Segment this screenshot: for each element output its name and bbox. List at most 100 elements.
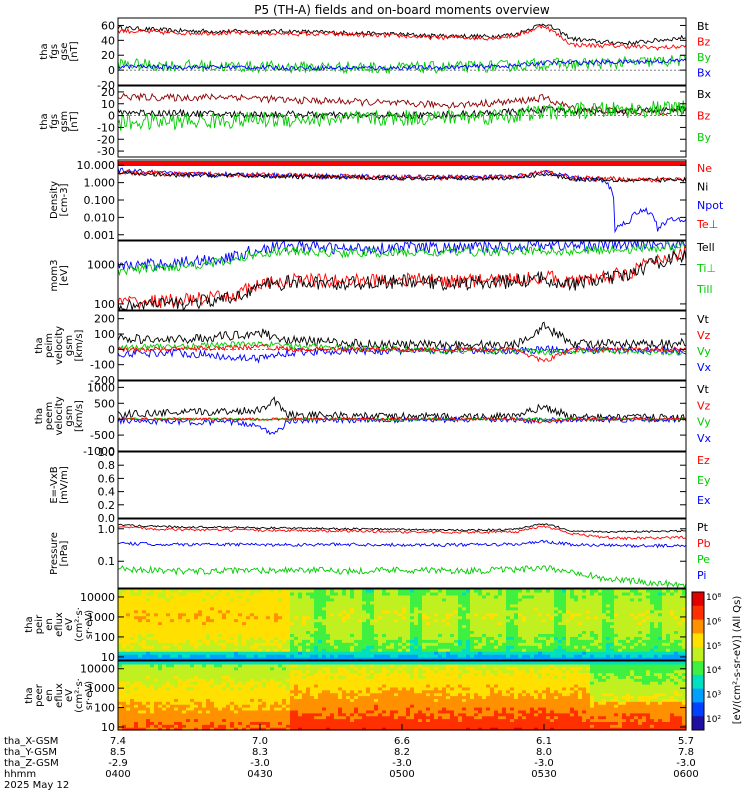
spectrogram-cell <box>246 615 251 620</box>
spectrogram-cell <box>302 704 307 708</box>
spectrogram-cell <box>606 648 611 652</box>
spectrogram-cell <box>346 633 351 637</box>
spectrogram-cell <box>314 678 319 682</box>
spectrogram-cell <box>326 621 331 626</box>
spectrogram-cell <box>170 654 175 658</box>
spectrogram-cell <box>526 645 531 649</box>
spectrogram-cell <box>150 651 155 655</box>
spectrogram-cell <box>174 727 179 731</box>
spectrogram-cell <box>630 612 635 617</box>
spectrogram-cell <box>218 618 223 623</box>
spectrogram-cell <box>142 624 147 629</box>
spectrogram-cell <box>210 636 215 640</box>
spectrogram-cell <box>118 678 123 682</box>
spectrogram-cell <box>314 666 319 671</box>
spectrogram-cell <box>382 645 387 649</box>
spectrogram-cell <box>262 701 267 705</box>
spectrogram-cell <box>306 727 311 731</box>
spectrogram-cell <box>318 698 323 702</box>
spectrogram-cell <box>450 642 455 646</box>
spectrogram-cell <box>398 612 403 617</box>
spectrogram-cell <box>122 648 127 652</box>
spectrogram-cell <box>590 642 595 646</box>
spectrogram-cell <box>658 636 663 640</box>
spectrogram-cell <box>318 630 323 634</box>
spectrogram-cell <box>354 642 359 646</box>
spectrogram-cell <box>318 718 323 722</box>
spectrogram-cell <box>678 657 683 661</box>
spectrogram-cell <box>442 618 447 623</box>
spectrogram-cell <box>302 709 307 714</box>
spectrogram-cell <box>334 636 339 640</box>
spectrogram-cell <box>338 681 343 685</box>
spectrogram-cell <box>446 624 451 629</box>
spectrogram-cell <box>130 727 135 731</box>
spectrogram-cell <box>282 630 287 634</box>
spectrogram-cell <box>674 618 679 623</box>
spectrogram-cell <box>294 695 299 699</box>
spectrogram-cell <box>618 654 623 658</box>
spectrogram-cell <box>558 618 563 623</box>
spectrogram-cell <box>154 709 159 714</box>
spectrogram-cell <box>318 621 323 626</box>
spectrogram-cell <box>230 684 235 688</box>
spectrogram-cell <box>194 715 199 720</box>
spectrogram-cell <box>298 698 303 702</box>
spectrogram-cell <box>250 692 255 697</box>
spectrogram-cell <box>610 633 615 637</box>
spectrogram-cell <box>126 701 131 705</box>
spectrogram-cell <box>542 615 547 620</box>
spectrogram-cell <box>142 675 147 679</box>
spectrogram-cell <box>146 663 151 668</box>
spectrogram-cell <box>130 594 135 599</box>
spectrogram-cell <box>210 618 215 623</box>
spectrogram-cell <box>606 630 611 634</box>
spectrogram-cell <box>558 612 563 617</box>
spectrogram-cell <box>214 603 219 608</box>
spectrogram-cell <box>202 657 207 661</box>
spectrogram-cell <box>150 661 155 665</box>
spectrogram-cell <box>170 727 175 731</box>
spectrogram-cell <box>622 615 627 620</box>
spectrogram-cell <box>322 633 327 637</box>
spectrogram-cell <box>418 651 423 655</box>
spectrogram-cell <box>562 645 567 649</box>
spectrogram-cell <box>126 657 131 661</box>
spectrogram-cell <box>670 627 675 632</box>
spectrogram-cell <box>534 654 539 658</box>
spectrogram-cell <box>210 600 215 605</box>
spectrogram-cell <box>362 648 367 652</box>
spectrogram-cell <box>182 654 187 658</box>
spectrogram-cell <box>438 657 443 661</box>
spectrogram-cell <box>158 666 163 671</box>
spectrogram-cell <box>326 681 331 685</box>
spectrogram-cell <box>138 707 143 711</box>
spectrogram-cell <box>338 609 343 614</box>
spectrogram-cell <box>310 594 315 599</box>
spectrogram-cell <box>158 624 163 629</box>
spectrogram-cell <box>434 618 439 623</box>
spectrogram-cell <box>642 594 647 599</box>
spectrogram-cell <box>294 675 299 679</box>
spectrogram-cell <box>394 621 399 626</box>
spectrogram-cell <box>170 715 175 720</box>
spectrogram-cell <box>262 721 267 725</box>
spectrogram-cell <box>670 624 675 629</box>
spectrogram-cell <box>306 718 311 722</box>
spectrogram-cell <box>678 639 683 643</box>
spectrogram-cell <box>278 624 283 629</box>
spectrogram-cell <box>206 651 211 655</box>
spectrogram-cell <box>590 603 595 608</box>
spectrogram-cell <box>318 709 323 714</box>
spectrogram-cell <box>154 651 159 655</box>
legend-Vz: Vz <box>697 329 711 342</box>
spectrogram-cell <box>374 654 379 658</box>
spectrogram-cell <box>170 639 175 643</box>
spectrogram-cell <box>546 600 551 605</box>
spectrogram-cell <box>286 686 291 691</box>
spectrogram-cell <box>486 630 491 634</box>
spectrogram-cell <box>182 594 187 599</box>
spectrogram-cell <box>190 704 195 708</box>
spectrogram-cell <box>518 591 523 596</box>
spectrogram-cell <box>606 603 611 608</box>
